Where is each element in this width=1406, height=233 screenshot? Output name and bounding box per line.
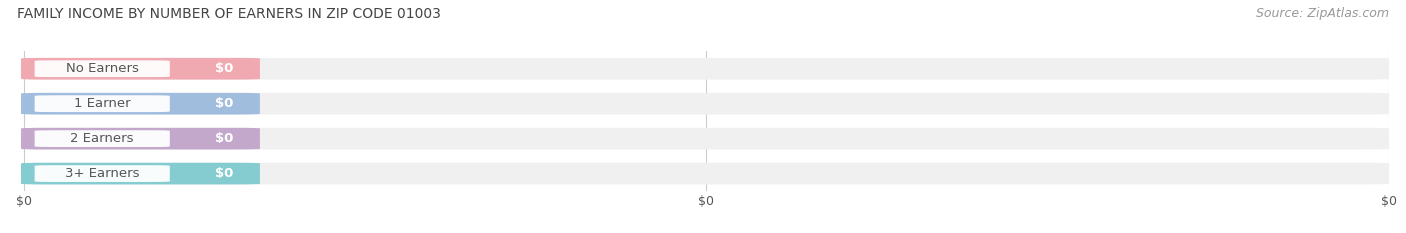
Text: 3+ Earners: 3+ Earners (65, 167, 139, 180)
FancyBboxPatch shape (21, 163, 260, 185)
Text: $0: $0 (215, 62, 233, 75)
FancyBboxPatch shape (24, 128, 1389, 150)
Text: No Earners: No Earners (66, 62, 139, 75)
FancyBboxPatch shape (35, 165, 170, 182)
FancyBboxPatch shape (35, 60, 170, 77)
FancyBboxPatch shape (21, 93, 260, 115)
Text: 2 Earners: 2 Earners (70, 132, 134, 145)
FancyBboxPatch shape (24, 93, 1389, 115)
FancyBboxPatch shape (21, 128, 260, 150)
Text: FAMILY INCOME BY NUMBER OF EARNERS IN ZIP CODE 01003: FAMILY INCOME BY NUMBER OF EARNERS IN ZI… (17, 7, 440, 21)
Text: Source: ZipAtlas.com: Source: ZipAtlas.com (1256, 7, 1389, 20)
FancyBboxPatch shape (35, 130, 170, 147)
FancyBboxPatch shape (35, 95, 170, 112)
FancyBboxPatch shape (21, 58, 260, 80)
Text: 1 Earner: 1 Earner (75, 97, 131, 110)
FancyBboxPatch shape (24, 58, 1389, 80)
Text: $0: $0 (215, 132, 233, 145)
Text: $0: $0 (215, 97, 233, 110)
FancyBboxPatch shape (24, 163, 1389, 185)
Text: $0: $0 (215, 167, 233, 180)
